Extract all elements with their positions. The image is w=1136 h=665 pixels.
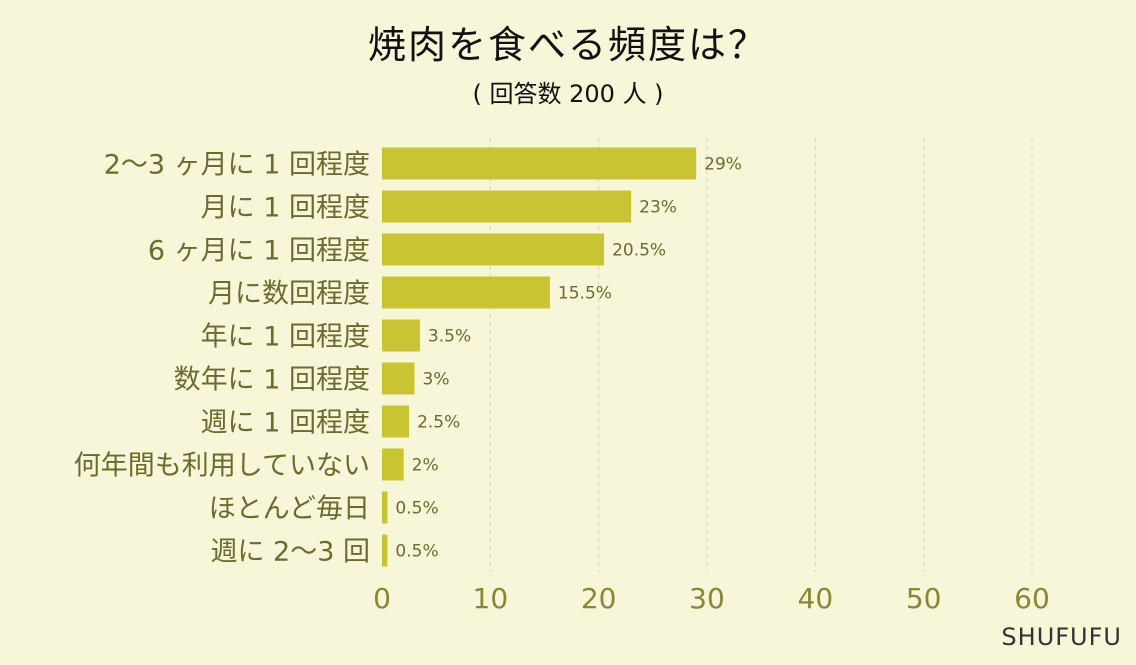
category-label: 月に 1 回程度 xyxy=(201,193,370,224)
category-label: 週に 2〜3 回 xyxy=(210,537,370,568)
category-label: 6 ヶ月に 1 回程度 xyxy=(148,236,370,267)
value-label: 3% xyxy=(423,370,450,390)
chart-title: 焼肉を食べる頻度は？ xyxy=(367,23,768,67)
x-tick-label: 0 xyxy=(373,582,391,615)
x-tick-label: 60 xyxy=(1014,582,1050,615)
bar xyxy=(382,276,550,309)
category-label: 週に 1 回程度 xyxy=(201,408,370,439)
bar xyxy=(382,448,404,481)
value-label: 20.5% xyxy=(612,241,666,261)
bar xyxy=(382,190,632,223)
x-tick-label: 30 xyxy=(689,582,725,615)
category-label: 2〜3 ヶ月に 1 回程度 xyxy=(104,150,370,181)
value-label: 15.5% xyxy=(558,284,612,304)
bar xyxy=(382,233,605,266)
bar xyxy=(382,534,388,567)
bar xyxy=(382,405,410,438)
bar xyxy=(382,147,697,180)
value-label: 2% xyxy=(412,456,439,476)
x-tick-label: 20 xyxy=(581,582,617,615)
value-label: 29% xyxy=(704,155,742,175)
x-tick-label: 50 xyxy=(906,582,942,615)
x-tick-label: 40 xyxy=(798,582,834,615)
value-label: 23% xyxy=(639,198,677,218)
category-label: 何年間も利用していない xyxy=(74,451,370,482)
value-label: 2.5% xyxy=(417,413,460,433)
value-label: 0.5% xyxy=(395,542,438,562)
category-label: ほとんど毎日 xyxy=(209,494,370,525)
value-label: 0.5% xyxy=(395,499,438,519)
bar xyxy=(382,319,420,352)
bar xyxy=(382,362,415,395)
value-label: 3.5% xyxy=(428,327,471,347)
category-label: 年に 1 回程度 xyxy=(201,322,370,353)
brand-logo: SHUFUFU xyxy=(1001,623,1122,651)
category-label: 月に数回程度 xyxy=(208,279,370,310)
category-label: 数年に 1 回程度 xyxy=(174,365,370,396)
bar xyxy=(382,491,388,524)
chart-subtitle: ( 回答数 200 人 ) xyxy=(472,80,664,108)
x-tick-label: 10 xyxy=(473,582,509,615)
